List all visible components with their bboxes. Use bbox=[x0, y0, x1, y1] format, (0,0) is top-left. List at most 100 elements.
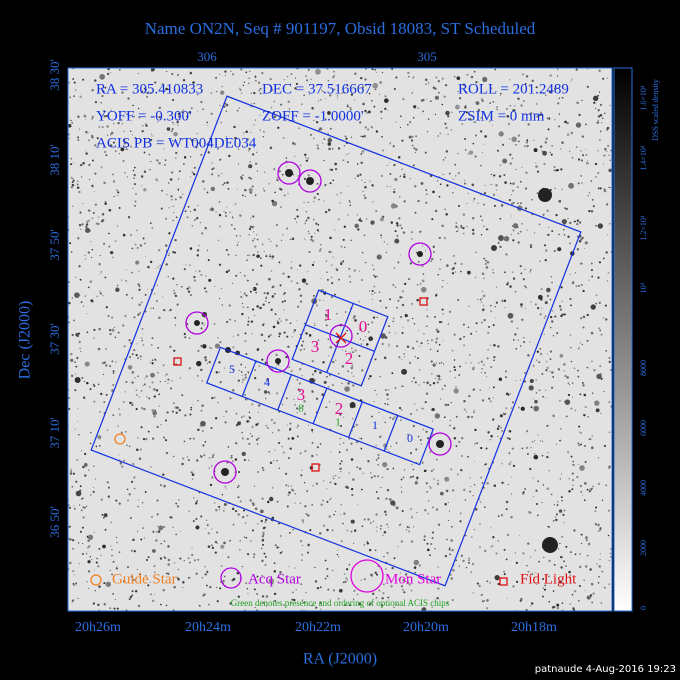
star bbox=[165, 87, 168, 91]
star bbox=[451, 272, 455, 275]
star bbox=[541, 454, 544, 457]
star bbox=[177, 568, 180, 571]
star bbox=[238, 87, 241, 90]
star bbox=[510, 516, 513, 519]
star bbox=[529, 467, 532, 471]
star bbox=[460, 554, 463, 557]
star bbox=[380, 525, 383, 527]
star bbox=[225, 206, 228, 208]
star bbox=[163, 540, 166, 543]
star bbox=[268, 183, 271, 185]
star bbox=[200, 153, 203, 156]
star bbox=[539, 440, 541, 442]
star bbox=[372, 316, 376, 319]
star bbox=[255, 423, 258, 426]
star bbox=[131, 403, 134, 407]
star bbox=[346, 486, 349, 489]
star bbox=[570, 80, 572, 82]
star bbox=[426, 542, 429, 545]
star bbox=[264, 521, 267, 524]
star bbox=[411, 92, 414, 94]
star bbox=[112, 593, 115, 595]
star bbox=[97, 603, 100, 607]
star bbox=[587, 542, 591, 546]
star bbox=[245, 536, 248, 539]
star bbox=[278, 547, 280, 549]
star bbox=[470, 362, 472, 364]
star bbox=[351, 372, 353, 374]
star bbox=[193, 559, 196, 562]
star bbox=[565, 415, 568, 418]
star bbox=[210, 92, 213, 94]
star bbox=[474, 508, 478, 511]
star bbox=[507, 122, 511, 126]
star bbox=[274, 191, 276, 194]
star bbox=[248, 234, 250, 236]
star bbox=[546, 117, 550, 120]
star bbox=[511, 447, 514, 450]
star bbox=[468, 557, 471, 560]
star bbox=[367, 128, 369, 131]
star bbox=[485, 376, 488, 378]
star bbox=[201, 380, 204, 382]
star bbox=[276, 500, 279, 503]
star bbox=[445, 110, 450, 116]
star bbox=[496, 108, 498, 111]
star bbox=[485, 228, 488, 231]
star bbox=[545, 142, 547, 144]
star bbox=[327, 142, 332, 146]
star bbox=[436, 596, 439, 600]
star bbox=[103, 181, 106, 185]
star bbox=[539, 389, 541, 392]
star bbox=[403, 591, 406, 594]
star bbox=[566, 121, 569, 125]
star bbox=[329, 236, 332, 240]
star bbox=[560, 148, 562, 150]
star bbox=[155, 267, 157, 269]
star bbox=[479, 215, 482, 218]
star bbox=[544, 389, 547, 391]
star bbox=[247, 323, 250, 326]
star bbox=[173, 585, 176, 589]
star bbox=[403, 353, 405, 355]
star bbox=[373, 475, 376, 478]
star bbox=[140, 426, 143, 429]
star bbox=[200, 327, 203, 330]
star bbox=[411, 463, 413, 466]
star bbox=[80, 163, 83, 167]
star bbox=[219, 73, 221, 75]
star bbox=[325, 260, 328, 262]
star bbox=[147, 430, 150, 433]
star bbox=[123, 580, 126, 583]
star bbox=[424, 509, 427, 512]
star bbox=[218, 509, 221, 511]
star bbox=[152, 530, 155, 533]
star bbox=[465, 362, 467, 364]
star bbox=[85, 223, 89, 226]
star bbox=[467, 152, 470, 155]
star bbox=[111, 360, 114, 363]
star bbox=[435, 508, 439, 511]
star bbox=[290, 280, 293, 282]
star bbox=[146, 91, 149, 94]
star bbox=[543, 333, 545, 335]
star bbox=[492, 397, 494, 399]
star bbox=[70, 163, 73, 166]
star bbox=[294, 493, 297, 495]
star bbox=[318, 299, 321, 301]
star bbox=[168, 182, 170, 184]
star bbox=[456, 473, 459, 476]
star bbox=[299, 452, 302, 455]
acis-s-chip-label: 3 bbox=[297, 385, 306, 404]
star bbox=[328, 515, 332, 518]
legend-acq-icon bbox=[220, 567, 242, 589]
star bbox=[74, 377, 81, 384]
star bbox=[266, 426, 269, 429]
star bbox=[483, 143, 485, 145]
star bbox=[217, 174, 220, 177]
star bbox=[447, 282, 449, 284]
star bbox=[136, 343, 138, 345]
star bbox=[82, 396, 86, 399]
star bbox=[91, 559, 93, 561]
star bbox=[188, 367, 191, 370]
